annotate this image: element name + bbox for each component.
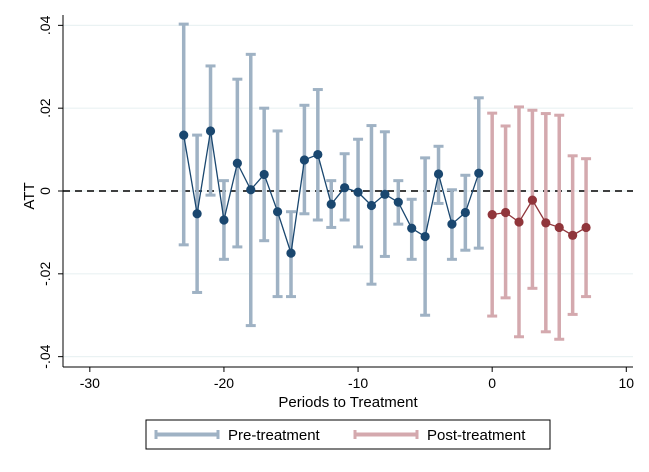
y-axis-ticks: -.04 -.02 0 .02 .04	[37, 15, 63, 369]
pre-point-16	[393, 197, 403, 207]
x-tick-label-2: -10	[348, 375, 368, 391]
pre-point-8	[286, 248, 296, 258]
pre-point-19	[433, 169, 444, 179]
x-tick-label-1: -20	[214, 375, 234, 391]
x-tick-label-0: -30	[80, 375, 100, 391]
pre-point-17	[407, 223, 417, 233]
pre-point-4	[232, 158, 242, 168]
post-point-6	[568, 230, 578, 240]
pre-point-2	[205, 126, 216, 136]
post-point-7	[581, 222, 591, 233]
pre-point-5	[246, 185, 256, 195]
post-point-1	[500, 207, 511, 218]
pre-point-0	[179, 130, 189, 140]
pre-point-13	[353, 187, 363, 197]
post-point-4	[541, 218, 551, 228]
legend-label-pre-treatment: Pre-treatment	[228, 427, 321, 444]
pre-point-9	[299, 155, 310, 165]
pre-point-12	[340, 183, 350, 193]
legend-label-post-treatment: Post-treatment	[427, 427, 526, 444]
pre-point-1	[192, 209, 202, 219]
y-tick-label-3: .02	[37, 98, 53, 118]
pre-point-18	[420, 231, 430, 242]
x-tick-label-3: 0	[488, 375, 496, 391]
pre-point-10	[313, 149, 323, 160]
x-tick-label-4: 10	[619, 375, 635, 391]
post-point-0	[487, 210, 497, 220]
post-point-3	[527, 195, 538, 205]
y-tick-label-2: 0	[37, 187, 53, 195]
y-axis-title: ATT	[21, 182, 38, 209]
pre-point-21	[460, 207, 470, 218]
legend-swatch-post-treatment	[353, 430, 419, 439]
pre-point-6	[259, 169, 269, 180]
pre-point-11	[326, 199, 336, 209]
post-point-5	[554, 222, 564, 233]
pre-point-14	[366, 200, 377, 211]
pre-point-15	[380, 189, 390, 199]
y-tick-label-4: .04	[37, 15, 53, 35]
legend: Pre-treatment Post-treatment	[145, 419, 551, 450]
pre-point-7	[272, 207, 283, 217]
pre-point-3	[219, 215, 229, 225]
pre-point-22	[474, 168, 484, 178]
post-point-2	[514, 217, 524, 227]
x-axis-ticks: -30 -20 -10 0 10	[80, 367, 635, 391]
y-tick-label-0: -.04	[37, 344, 53, 368]
x-axis-title: Periods to Treatment	[278, 394, 418, 411]
series-points	[179, 126, 591, 258]
y-tick-label-1: -.02	[37, 262, 53, 286]
pre-point-20	[447, 219, 457, 229]
legend-swatch-pre-treatment	[154, 430, 220, 439]
